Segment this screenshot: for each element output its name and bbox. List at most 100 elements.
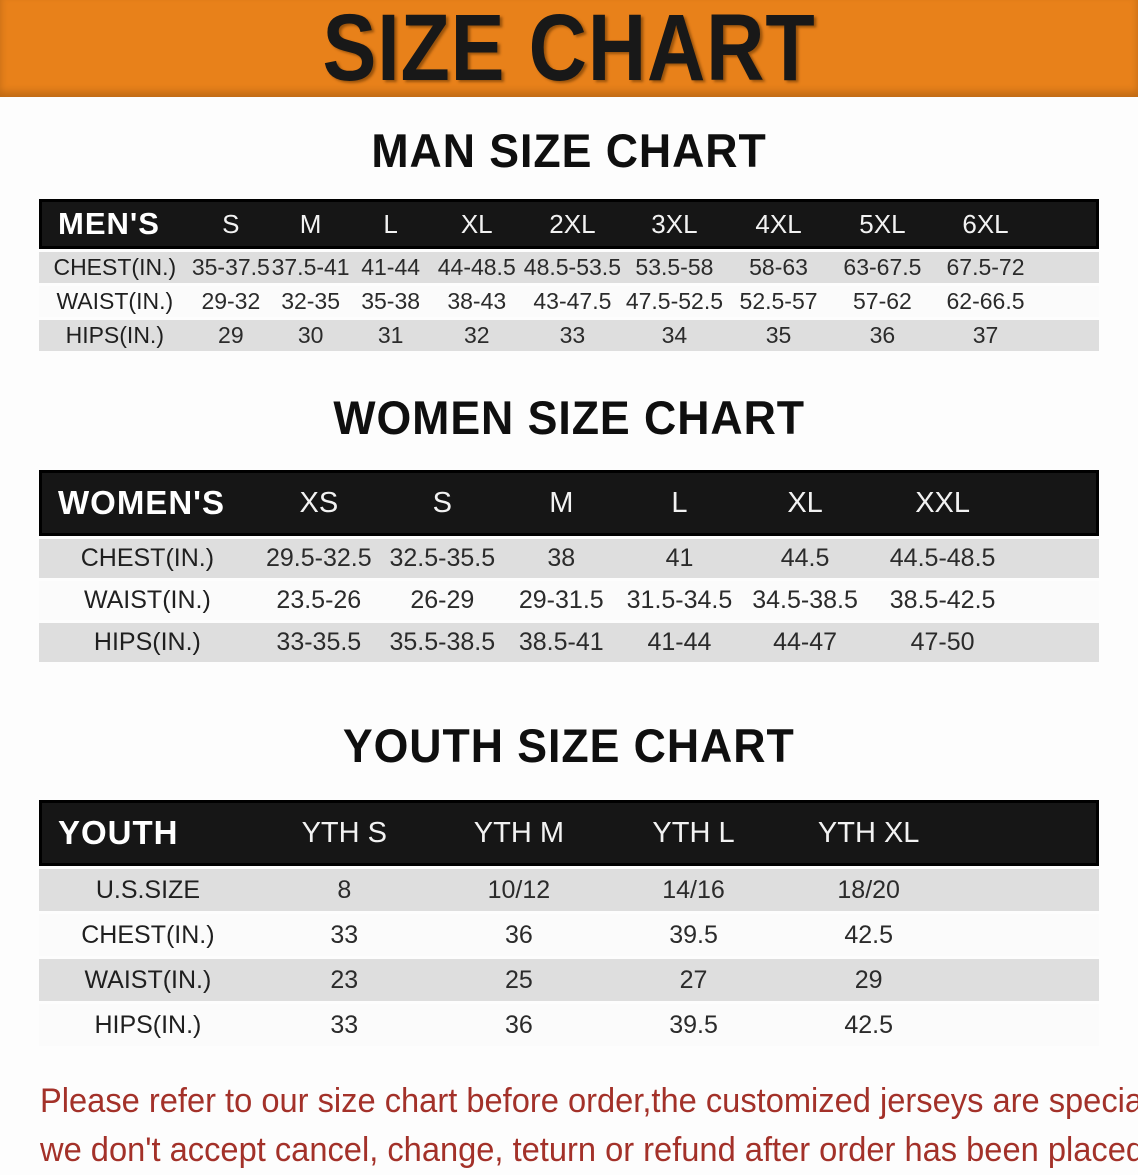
size-value-cell: 33	[522, 320, 623, 351]
men-table-header-row: MEN'S S M L XL 2XL 3XL 4XL 5XL 6XL	[39, 199, 1099, 249]
men-size-col-header: XL	[431, 199, 523, 249]
women-size-col-header: XL	[739, 470, 872, 536]
row-label: HIPS(IN.)	[39, 1004, 257, 1046]
disclaimer-line-1: Please refer to our size chart before or…	[40, 1082, 1138, 1120]
men-hips-row: HIPS(IN.) 29 30 31 32 33 34 35 36 37	[39, 320, 1099, 351]
row-filler	[1014, 539, 1099, 578]
size-value-cell: 35	[726, 320, 831, 351]
size-value-cell: 32.5-35.5	[381, 539, 503, 578]
youth-section-heading: YOUTH SIZE CHART	[0, 722, 1138, 769]
size-value-cell: 38	[502, 539, 620, 578]
women-size-table: WOMEN'S XS S M L XL XXL CHEST(IN.) 29.5-…	[39, 467, 1099, 665]
men-heading-text: MAN SIZE CHART	[371, 124, 767, 177]
youth-size-table: YOUTH YTH S YTH M YTH L YTH XL U.S.SIZE …	[39, 797, 1099, 1049]
row-filler	[1014, 623, 1099, 662]
row-filler	[956, 914, 1099, 956]
size-value-cell: 53.5-58	[622, 252, 727, 283]
size-value-cell: 44.5	[739, 539, 872, 578]
men-size-col-header: 5XL	[830, 199, 935, 249]
men-size-col-header: S	[190, 199, 272, 249]
men-table-corner-label: MEN'S	[39, 199, 191, 249]
women-size-col-header: S	[381, 470, 503, 536]
size-value-cell: 37.5-41	[271, 252, 351, 283]
size-value-cell: 37	[934, 320, 1037, 351]
youth-table-header-row: YOUTH YTH S YTH M YTH L YTH XL	[39, 800, 1099, 866]
size-value-cell: 47-50	[871, 623, 1015, 662]
men-size-col-header: 3XL	[622, 199, 727, 249]
youth-size-col-header: YTH L	[606, 800, 781, 866]
size-value-cell: 58-63	[726, 252, 831, 283]
row-label: WAIST(IN.)	[39, 286, 191, 317]
row-filler	[1036, 286, 1099, 317]
size-value-cell: 57-62	[830, 286, 935, 317]
size-value-cell: 35.5-38.5	[381, 623, 503, 662]
men-section-heading: MAN SIZE CHART	[0, 127, 1138, 174]
size-value-cell: 41	[619, 539, 740, 578]
women-size-col-header: XXL	[871, 470, 1015, 536]
men-size-col-header: 2XL	[522, 199, 623, 249]
women-section-heading: WOMEN SIZE CHART	[0, 394, 1138, 441]
women-chest-row: CHEST(IN.) 29.5-32.5 32.5-35.5 38 41 44.…	[39, 539, 1099, 578]
size-value-cell: 33-35.5	[255, 623, 382, 662]
row-label: CHEST(IN.)	[39, 539, 256, 578]
youth-header-filler	[956, 800, 1099, 866]
row-label: U.S.SIZE	[39, 869, 257, 911]
row-filler	[956, 959, 1099, 1001]
size-value-cell: 39.5	[606, 914, 781, 956]
size-value-cell: 8	[256, 869, 432, 911]
size-value-cell: 39.5	[606, 1004, 781, 1046]
size-value-cell: 52.5-57	[726, 286, 831, 317]
youth-heading-text: YOUTH SIZE CHART	[343, 719, 795, 772]
men-size-col-header: M	[271, 199, 351, 249]
women-header-filler	[1014, 470, 1099, 536]
size-value-cell: 29	[780, 959, 957, 1001]
youth-size-col-header: YTH S	[256, 800, 432, 866]
youth-waist-row: WAIST(IN.) 23 25 27 29	[39, 959, 1099, 1001]
youth-chest-row: CHEST(IN.) 33 36 39.5 42.5	[39, 914, 1099, 956]
women-size-col-header: L	[619, 470, 740, 536]
women-table-header-row: WOMEN'S XS S M L XL XXL	[39, 470, 1099, 536]
women-waist-row: WAIST(IN.) 23.5-26 26-29 29-31.5 31.5-34…	[39, 581, 1099, 620]
size-value-cell: 38.5-42.5	[871, 581, 1015, 620]
order-disclaimer: Please refer to our size chart before or…	[40, 1077, 1138, 1175]
size-value-cell: 36	[431, 1004, 607, 1046]
size-value-cell: 35-37.5	[190, 252, 272, 283]
size-value-cell: 44-48.5	[431, 252, 523, 283]
size-value-cell: 41-44	[619, 623, 740, 662]
women-heading-text: WOMEN SIZE CHART	[333, 391, 805, 444]
men-size-col-header: 6XL	[934, 199, 1037, 249]
size-value-cell: 29-31.5	[502, 581, 620, 620]
row-label: HIPS(IN.)	[39, 320, 191, 351]
size-value-cell: 32-35	[271, 286, 351, 317]
size-value-cell: 30	[271, 320, 351, 351]
size-value-cell: 34	[622, 320, 727, 351]
men-header-filler	[1036, 199, 1099, 249]
women-table-corner-label: WOMEN'S	[39, 470, 256, 536]
size-value-cell: 14/16	[606, 869, 781, 911]
size-value-cell: 29	[190, 320, 272, 351]
men-size-col-header: L	[350, 199, 432, 249]
women-hips-row: HIPS(IN.) 33-35.5 35.5-38.5 38.5-41 41-4…	[39, 623, 1099, 662]
row-label: HIPS(IN.)	[39, 623, 256, 662]
row-filler	[1036, 252, 1099, 283]
size-value-cell: 63-67.5	[830, 252, 935, 283]
row-filler	[956, 869, 1099, 911]
size-value-cell: 42.5	[780, 914, 957, 956]
women-size-col-header: XS	[255, 470, 382, 536]
size-value-cell: 47.5-52.5	[622, 286, 727, 317]
row-label: WAIST(IN.)	[39, 581, 256, 620]
men-size-col-header: 4XL	[726, 199, 831, 249]
size-value-cell: 38.5-41	[502, 623, 620, 662]
disclaimer-line-2: we don't accept cancel, change, teturn o…	[40, 1131, 1138, 1169]
size-chart-banner: SIZE CHART	[0, 0, 1138, 97]
size-value-cell: 10/12	[431, 869, 607, 911]
size-value-cell: 44-47	[739, 623, 872, 662]
size-value-cell: 32	[431, 320, 523, 351]
size-value-cell: 26-29	[381, 581, 503, 620]
size-value-cell: 62-66.5	[934, 286, 1037, 317]
size-value-cell: 44.5-48.5	[871, 539, 1015, 578]
size-value-cell: 36	[431, 914, 607, 956]
size-value-cell: 34.5-38.5	[739, 581, 872, 620]
size-value-cell: 29-32	[190, 286, 272, 317]
